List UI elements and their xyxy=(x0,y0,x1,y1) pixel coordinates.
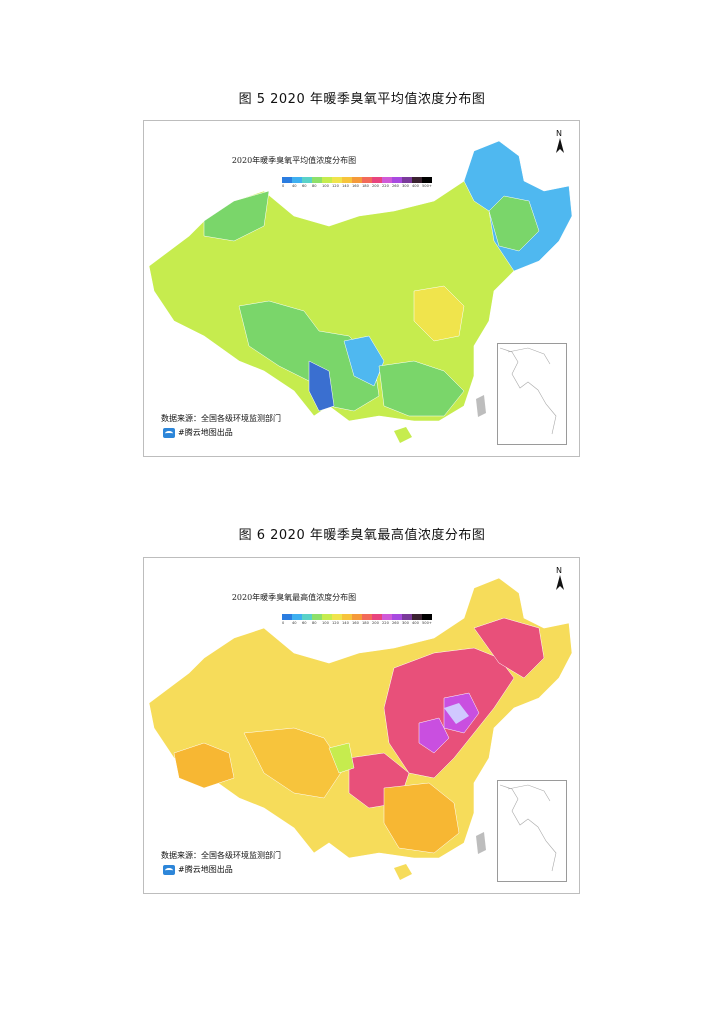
north-arrow-icon: N xyxy=(553,129,567,155)
figure-6-legend-ticks: 0 40 60 80 100 120 140 160 180 200 220 2… xyxy=(282,621,432,625)
brand-logo-icon xyxy=(163,864,175,875)
south-china-sea-inset xyxy=(497,780,567,882)
legend-swatch xyxy=(292,177,302,183)
legend-swatch xyxy=(352,177,362,183)
legend-swatch xyxy=(412,614,422,620)
legend-swatch xyxy=(422,177,432,183)
brand-text: #腾云地图出品 xyxy=(178,428,233,437)
legend-swatch xyxy=(322,177,332,183)
legend-tick: 300 xyxy=(402,184,409,188)
figure-6-brand: #腾云地图出品 xyxy=(163,864,233,875)
legend-swatch xyxy=(332,614,342,620)
legend-swatch xyxy=(382,614,392,620)
legend-tick: 120 xyxy=(332,621,339,625)
legend-swatch xyxy=(402,614,412,620)
legend-swatch xyxy=(302,177,312,183)
figure-5-source: 数据来源：全国各级环境监测部门 xyxy=(161,414,281,423)
legend-tick: 400 xyxy=(412,184,419,188)
figure-6-map-title: 2020年暖季臭氧最高值浓度分布图 xyxy=(231,593,357,602)
legend-tick: 180 xyxy=(362,621,369,625)
legend-swatch xyxy=(382,177,392,183)
legend-tick: 300 xyxy=(402,621,409,625)
legend-tick: 200 xyxy=(372,621,379,625)
legend-swatch xyxy=(412,177,422,183)
legend-tick: 140 xyxy=(342,184,349,188)
figure-5-map-title: 2020年暖季臭氧平均值浓度分布图 xyxy=(231,156,357,165)
legend-swatch xyxy=(392,177,402,183)
legend-tick: 260 xyxy=(392,621,399,625)
north-label: N xyxy=(556,129,562,138)
legend-tick: 100 xyxy=(322,184,329,188)
legend-swatch xyxy=(372,614,382,620)
figure-6-source: 数据来源：全国各级环境监测部门 xyxy=(161,851,281,860)
legend-swatch xyxy=(332,177,342,183)
figure-6-legend xyxy=(282,614,432,620)
north-label: N xyxy=(556,566,562,575)
china-map-average xyxy=(148,140,573,443)
legend-tick: 120 xyxy=(332,184,339,188)
legend-tick: 60 xyxy=(302,621,307,625)
legend-swatch xyxy=(312,177,322,183)
legend-tick: 160 xyxy=(352,184,359,188)
legend-tick: 140 xyxy=(342,621,349,625)
legend-tick: 40 xyxy=(292,621,297,625)
legend-swatch xyxy=(342,177,352,183)
legend-tick: 400 xyxy=(412,621,419,625)
legend-swatch xyxy=(282,177,292,183)
legend-tick: 60 xyxy=(302,184,307,188)
legend-swatch xyxy=(392,614,402,620)
legend-swatch xyxy=(372,177,382,183)
legend-tick: 40 xyxy=(292,184,297,188)
legend-tick: 220 xyxy=(382,184,389,188)
legend-swatch xyxy=(362,614,372,620)
legend-swatch xyxy=(362,177,372,183)
legend-tick: 160 xyxy=(352,621,359,625)
china-map-maximum xyxy=(148,577,573,880)
north-arrow-icon: N xyxy=(553,566,567,592)
figure-5-brand: #腾云地图出品 xyxy=(163,427,233,438)
legend-tick: 0 xyxy=(282,621,285,625)
figure-5-legend-ticks: 0 40 60 80 100 120 140 160 180 200 220 2… xyxy=(282,184,432,188)
legend-swatch xyxy=(342,614,352,620)
legend-swatch xyxy=(402,177,412,183)
legend-swatch xyxy=(302,614,312,620)
legend-swatch xyxy=(322,614,332,620)
legend-tick: 0 xyxy=(282,184,285,188)
brand-logo-icon xyxy=(163,427,175,438)
legend-swatch xyxy=(352,614,362,620)
legend-swatch xyxy=(312,614,322,620)
figure-6-map: 2020年暖季臭氧最高值浓度分布图 0 40 60 80 100 120 140… xyxy=(143,557,580,894)
figure-5-legend xyxy=(282,177,432,183)
legend-tick: 500+ xyxy=(422,184,432,188)
legend-tick: 200 xyxy=(372,184,379,188)
legend-tick: 220 xyxy=(382,621,389,625)
legend-tick: 100 xyxy=(322,621,329,625)
figure-6-caption: 图 6 2020 年暖季臭氧最高值浓度分布图 xyxy=(238,528,486,543)
legend-tick: 500+ xyxy=(422,621,432,625)
legend-swatch xyxy=(292,614,302,620)
south-china-sea-inset xyxy=(497,343,567,445)
brand-text: #腾云地图出品 xyxy=(178,865,233,874)
figure-5-caption: 图 5 2020 年暖季臭氧平均值浓度分布图 xyxy=(238,92,486,107)
legend-swatch xyxy=(282,614,292,620)
legend-swatch xyxy=(422,614,432,620)
legend-tick: 260 xyxy=(392,184,399,188)
legend-tick: 80 xyxy=(312,621,317,625)
legend-tick: 80 xyxy=(312,184,317,188)
legend-tick: 180 xyxy=(362,184,369,188)
figure-5-map: 2020年暖季臭氧平均值浓度分布图 0 40 60 80 100 120 140… xyxy=(143,120,580,457)
